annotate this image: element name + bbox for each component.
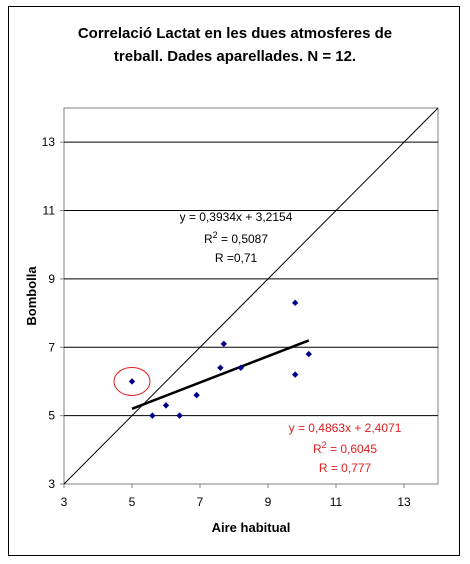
equation-red-r: R [313,442,322,456]
equation-black-line-3: R =0,71 [215,251,258,265]
data-point-11 [305,350,312,358]
equation-black-line-1: y = 0,3934x + 3,2154 [180,210,293,224]
chart-title-line-1: Correlació Lactat en les dues atmosferes… [77,25,393,42]
identity-line [63,107,439,485]
tick-labels: 3 5 7 9 11 13 3 5 7 9 11 13 [42,135,411,509]
x-axis-label: Aire habitual [212,520,291,535]
equation-red-sup: 2 [322,440,327,450]
x-tick-label-9: 9 [265,495,272,509]
grid-lines [64,141,438,417]
x-tick-label-7: 7 [197,495,204,509]
equation-black-line-2: R2 = 0,5087 [204,230,268,246]
y-tick-label-7: 7 [48,340,55,354]
y-tick-label-3: 3 [48,477,55,491]
x-tick-label-13: 13 [397,495,411,509]
equation-black-sup: 2 [213,230,218,240]
y-tick-label-9: 9 [48,272,55,286]
y-tick-label-5: 5 [48,409,55,423]
equation-red-r2: = 0,6045 [327,442,378,456]
data-point-9 [292,299,299,307]
equation-red-line-1: y = 0,4863x + 2,4071 [289,421,402,435]
y-tick-label-13: 13 [42,135,56,149]
data-point-5 [193,391,200,399]
data-point-4 [176,412,183,419]
data-point-8 [237,364,244,371]
x-tick-label-5: 5 [129,495,136,509]
data-points [113,299,312,419]
equation-red-line-2: R2 = 0,6045 [313,440,377,456]
data-point-6 [217,364,224,371]
chart-title-line-2: treball. Dades aparellades. N = 12. [113,48,357,65]
reference-lines [63,107,439,485]
outlier-circle [113,366,151,396]
y-axis-label: Bombolla [24,266,39,326]
data-point-2 [149,412,156,419]
y-tick-label-11: 11 [43,204,56,218]
data-point-3 [162,402,170,409]
x-tick-label-11: 11 [330,495,343,509]
data-point-7 [220,340,227,348]
equation-black: y = 0,3934x + 3,2154 R2 = 0,5087 R =0,71 [180,210,293,265]
equation-red-line-3: R = 0,777 [319,461,372,475]
equation-black-r2: = 0,5087 [218,232,269,246]
trend-line [131,339,310,410]
chart-title: Correlació Lactat en les dues atmosferes… [0,22,470,68]
data-point-1 [128,378,136,385]
equation-red: y = 0,4863x + 2,4071 R2 = 0,6045 R = 0,7… [289,421,402,475]
equation-black-r: R [204,232,213,246]
data-point-10 [292,371,299,378]
x-tick-label-3: 3 [61,495,68,509]
